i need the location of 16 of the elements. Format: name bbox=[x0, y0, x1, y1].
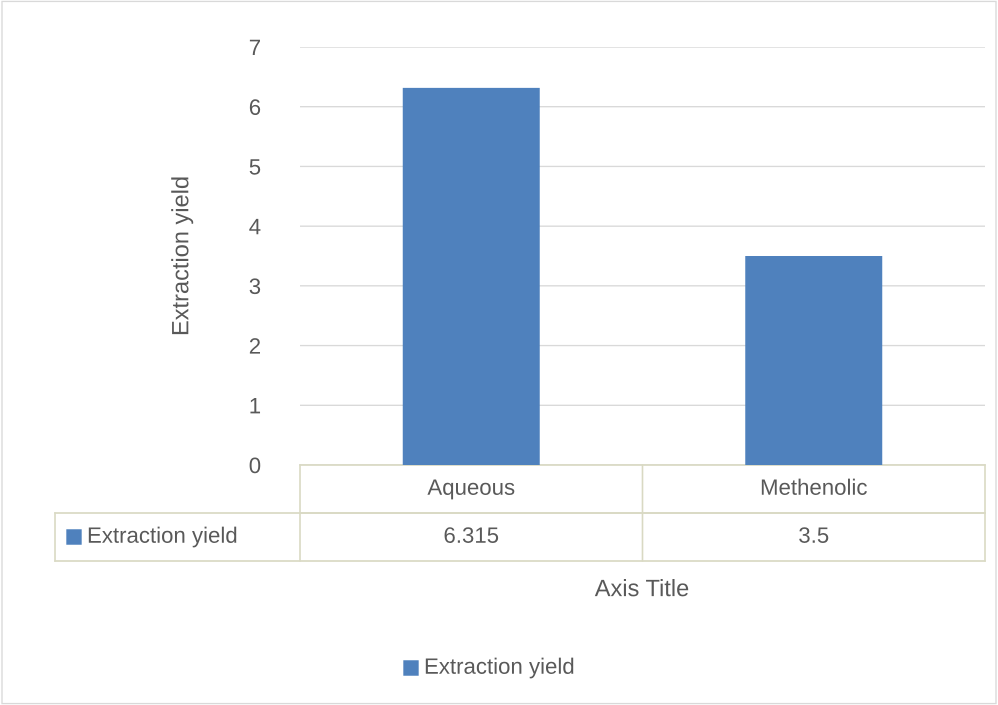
x-axis-title: Axis Title bbox=[594, 578, 688, 596]
y-tick-label: 0 bbox=[250, 458, 260, 474]
x-tick-label: Aqueous bbox=[427, 479, 514, 500]
y-tick-label: 3 bbox=[250, 278, 260, 294]
y-tick-label: 1 bbox=[250, 398, 260, 414]
legend-label: Extraction yield bbox=[88, 526, 236, 548]
y-tick-label: 2 bbox=[250, 338, 260, 354]
data-label: 6.315 bbox=[444, 527, 498, 543]
y-axis-title: Extraction yield bbox=[171, 177, 194, 334]
x-tick-label: Methenolic bbox=[762, 478, 867, 495]
data-label: 3.5 bbox=[799, 527, 828, 543]
text: Extraction yield bbox=[426, 658, 574, 678]
y-tick-label: 5 bbox=[250, 159, 260, 175]
y-tick-label: 4 bbox=[249, 218, 260, 234]
y-tick-label: 7 bbox=[250, 40, 260, 56]
y-tick-label: 6 bbox=[250, 99, 260, 115]
